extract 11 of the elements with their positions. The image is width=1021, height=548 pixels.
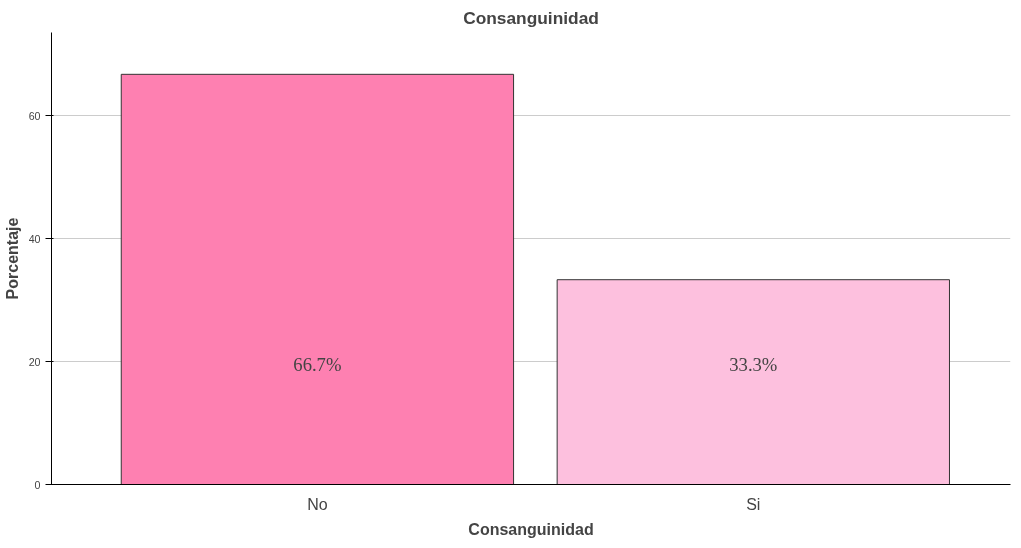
y-axis-title: Porcentaje xyxy=(3,217,21,300)
y-tick-label: 60 xyxy=(28,109,41,122)
y-tick-label: 40 xyxy=(28,232,41,245)
data-label: 33.3% xyxy=(729,354,778,376)
y-tick-label: 0 xyxy=(34,478,41,491)
data-label: 66.7% xyxy=(293,354,342,376)
x-tick-label: Si xyxy=(746,495,761,513)
x-tick-label: No xyxy=(307,495,328,513)
x-axis-title: Consanguinidad xyxy=(468,520,594,538)
y-tick-label: 20 xyxy=(28,355,41,368)
chart-title: Consanguinidad xyxy=(463,7,599,28)
